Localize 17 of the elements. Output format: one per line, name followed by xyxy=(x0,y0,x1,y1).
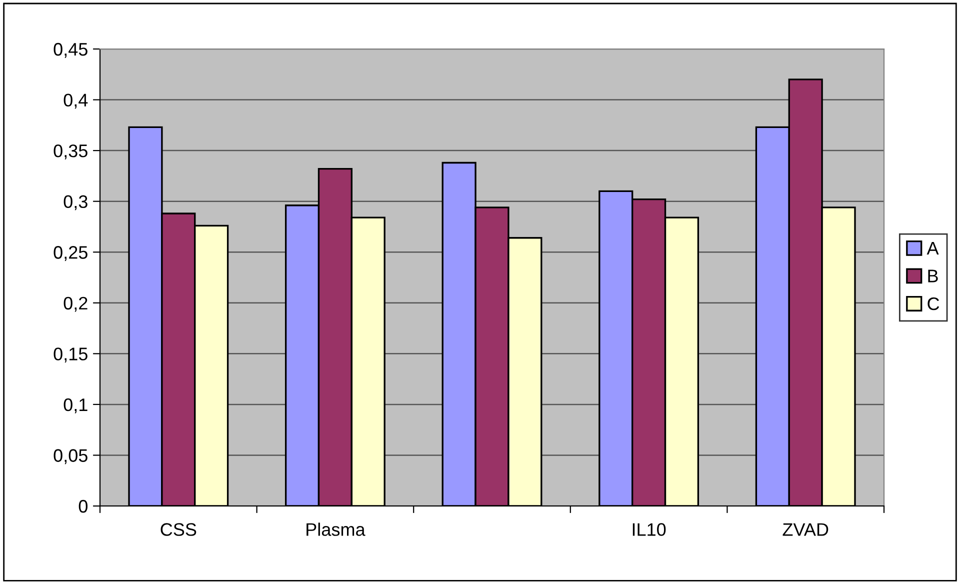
x-tick-label: IL10 xyxy=(632,523,666,536)
y-tick-label: 0,15 xyxy=(54,348,88,363)
legend-label: C xyxy=(928,297,940,310)
x-tick-label: Plasma xyxy=(306,522,366,536)
x-tick-label: ZVAD xyxy=(782,523,828,536)
y-tick-label: 0,25 xyxy=(54,246,88,261)
y-tick-label: 0,05 xyxy=(54,449,88,464)
x-tick-label: CSS xyxy=(160,523,196,536)
y-tick-label: 0,35 xyxy=(54,144,88,160)
legend-label: A xyxy=(926,242,939,254)
y-tick-label: 0,1 xyxy=(64,398,88,414)
legend-label: B xyxy=(928,270,938,282)
y-tick-label: 0,2 xyxy=(64,296,88,312)
y-tick-label: 0,3 xyxy=(64,195,88,210)
y-tick-label: 0 xyxy=(78,500,88,513)
y-tick-label: 0,45 xyxy=(54,42,88,58)
y-tick-label: 0,4 xyxy=(64,94,88,109)
